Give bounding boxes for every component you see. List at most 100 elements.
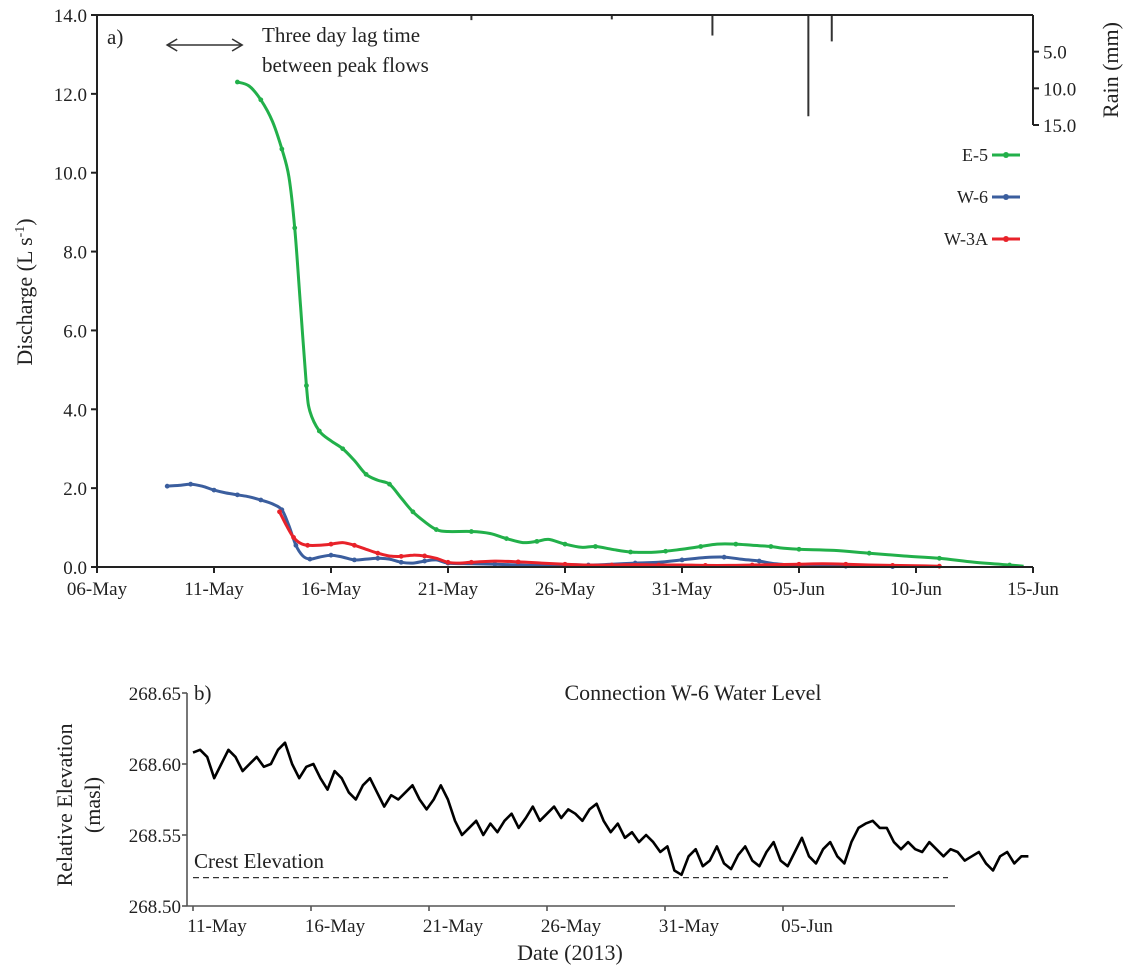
data-point <box>235 492 240 498</box>
legend: E-5 W-6 W-3A <box>944 145 1020 249</box>
legend-swatch-marker <box>1003 152 1009 158</box>
x-tick-label: 26-May <box>535 579 596 600</box>
data-point <box>258 97 264 103</box>
x-tick-label: 11-May <box>184 579 244 600</box>
y-tick-label: 10.0 <box>54 164 87 185</box>
data-point <box>211 487 217 493</box>
data-point <box>398 559 404 565</box>
rain-axis-title: Rain (mm) <box>1098 22 1123 118</box>
b-y-tick-label: 268.65 <box>129 684 181 705</box>
data-point <box>663 548 669 554</box>
ylabel-close: ) <box>12 218 37 225</box>
b-x-tick-label: 05-Jun <box>781 916 833 937</box>
data-point <box>433 527 439 532</box>
data-point <box>363 471 369 477</box>
b-y-tick-label: 268.60 <box>129 755 181 776</box>
b-x-tick-label: 31-May <box>659 916 720 937</box>
panel-a-label: a) <box>107 25 123 49</box>
legend-swatch-marker <box>1003 236 1009 242</box>
rain-bars <box>470 15 833 117</box>
water-level-panel: Crest Elevation 268.50 268.55 268.60 268.65… <box>52 680 1029 965</box>
data-point <box>305 542 310 548</box>
data-point <box>277 509 282 515</box>
data-point <box>164 483 170 489</box>
ylabel-main: Discharge (L s <box>12 237 37 365</box>
legend-label: W-6 <box>957 187 988 207</box>
data-point <box>328 552 334 558</box>
data-point <box>410 509 416 515</box>
data-point <box>866 550 872 556</box>
data-point <box>316 428 322 434</box>
y-tick-label: 12.0 <box>54 85 87 106</box>
data-point <box>352 542 357 548</box>
series-line-w-6 <box>167 482 893 569</box>
b-x-tick-label: 21-May <box>423 916 484 937</box>
data-point <box>679 557 685 563</box>
data-point <box>340 446 346 452</box>
panel-b-title: Connection W-6 Water Level <box>564 680 821 705</box>
b-x-tick-label: 16-May <box>305 916 366 937</box>
data-point <box>279 146 285 152</box>
y-tick-label: 6.0 <box>63 321 87 342</box>
data-point <box>352 557 357 563</box>
b-y-axis-title-line2: (masl) <box>80 777 105 833</box>
y-tick-label: 2.0 <box>63 479 87 500</box>
data-point <box>721 554 727 560</box>
data-point <box>291 535 296 540</box>
lag-arrow-head-left <box>165 38 178 52</box>
data-point <box>562 561 568 567</box>
x-tick-label: 16-May <box>301 579 362 600</box>
legend-label: E-5 <box>962 145 988 165</box>
ylabel-superscript: -1 <box>13 226 28 238</box>
x-tick-label: 10-Jun <box>890 579 942 600</box>
data-point <box>422 558 427 564</box>
data-point <box>235 79 240 85</box>
data-point <box>258 497 264 503</box>
b-y-tick-label: 268.50 <box>129 897 181 918</box>
data-point <box>796 561 802 567</box>
discharge-panel: 0.0 2.0 4.0 6.0 8.0 10.0 12.0 14.0 06-May 11-May… <box>12 6 1123 600</box>
data-point <box>469 559 474 565</box>
x-axis-ticks: 06-May 11-May 16-May 21-May 26-May 31-May 05-J… <box>67 567 1059 600</box>
data-point <box>293 542 299 548</box>
data-point <box>515 559 521 565</box>
data-point <box>937 555 942 561</box>
data-point <box>593 544 598 549</box>
data-point <box>445 559 451 565</box>
data-point <box>628 549 633 555</box>
data-point <box>562 541 568 547</box>
lag-arrow <box>165 38 244 52</box>
x-tick-label: 31-May <box>652 579 713 600</box>
legend-label: W-3A <box>944 229 988 249</box>
data-point <box>504 536 509 542</box>
rain-tick-label: 5.0 <box>1043 43 1067 64</box>
y-axis-ticks: 0.0 2.0 4.0 6.0 8.0 10.0 12.0 14.0 <box>54 6 97 579</box>
series-line-e-5 <box>236 80 1024 568</box>
data-point <box>422 553 427 559</box>
data-point <box>469 529 474 534</box>
y-tick-label: 14.0 <box>54 6 87 27</box>
discharge-y-axis-title: Discharge (L s-1) <box>12 218 37 365</box>
data-point <box>307 556 313 562</box>
b-x-tick-label: 11-May <box>187 916 247 937</box>
data-point <box>843 561 849 567</box>
data-point <box>292 225 298 231</box>
b-y-axis-title-line1: Relative Elevation <box>52 723 77 886</box>
x-tick-label: 15-Jun <box>1007 579 1059 600</box>
crest-elevation-label: Crest Elevation <box>194 849 325 873</box>
data-point <box>534 538 540 544</box>
lag-time-annotation: Three day lag time between peak flows <box>165 23 429 77</box>
data-point <box>375 550 381 556</box>
data-point <box>796 546 802 552</box>
panel-b-label: b) <box>194 681 212 705</box>
y-tick-label: 0.0 <box>63 558 87 579</box>
rain-axis-ticks: 5.0 10.0 15.0 <box>1033 43 1076 137</box>
data-point <box>768 544 774 549</box>
data-point <box>375 555 381 561</box>
data-point <box>733 541 739 547</box>
data-point <box>398 553 404 559</box>
lag-arrow-head-right <box>231 38 244 52</box>
b-x-axis-ticks: 11-May 16-May 21-May 26-May 31-May 05-Jun <box>187 906 833 937</box>
b-x-axis-title: Date (2013) <box>517 940 623 965</box>
